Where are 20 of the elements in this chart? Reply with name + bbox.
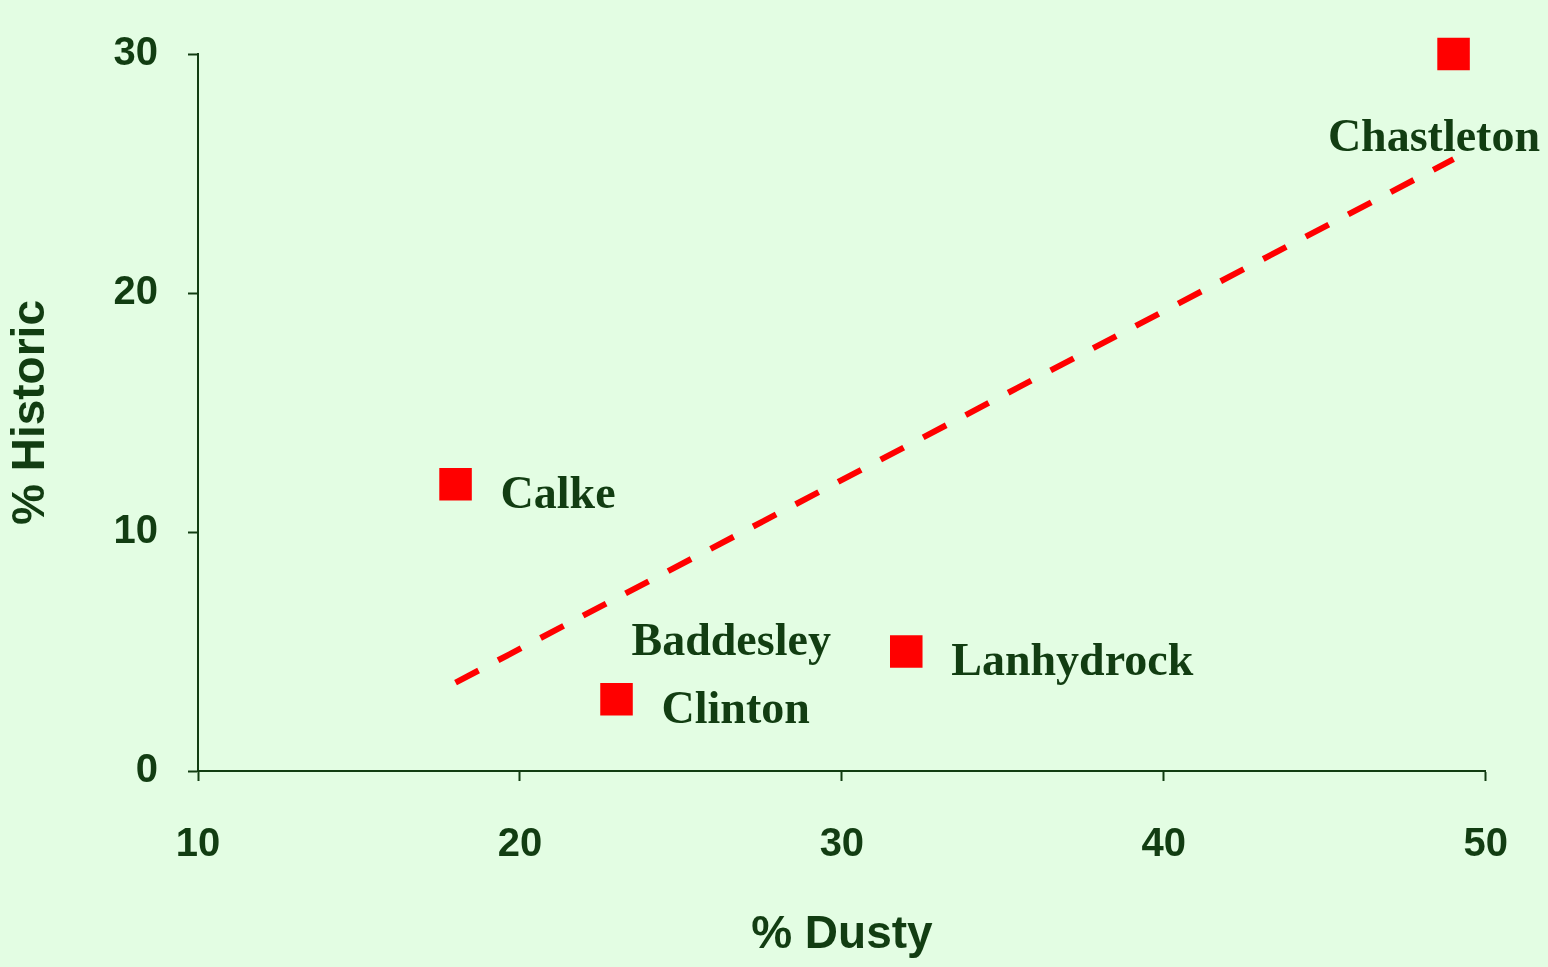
y-axis-title: % Historic (2, 300, 55, 525)
point (890, 635, 923, 668)
point (600, 683, 633, 716)
point (439, 467, 472, 501)
y-tick-label: 20 (113, 268, 158, 313)
x-tick-label: 30 (819, 820, 865, 865)
annotation: Calke (500, 467, 616, 519)
annotation: Baddesley (631, 614, 831, 666)
x-axis-title: % Dusty (751, 906, 934, 959)
y-tick-label: 10 (113, 507, 158, 552)
x-tick-label: 50 (1463, 820, 1508, 865)
x-tick-label: 10 (175, 820, 221, 865)
y-tick-label: 30 (113, 29, 158, 74)
x-tick-label: 20 (497, 820, 543, 865)
annotation: Clinton (661, 682, 810, 734)
point (1437, 37, 1470, 71)
y-tick-label: 0 (135, 746, 158, 791)
annotation: Lanhydrock (951, 634, 1194, 686)
annotation: Chastleton (1327, 109, 1540, 161)
x-tick-label: 40 (1141, 820, 1187, 865)
